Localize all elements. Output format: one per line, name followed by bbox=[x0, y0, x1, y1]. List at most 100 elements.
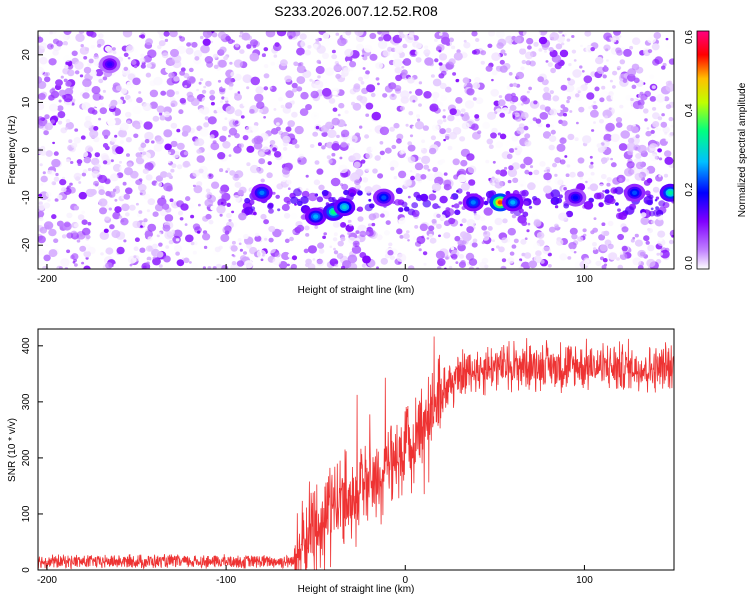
spectrogram-cell bbox=[361, 54, 365, 57]
spectrogram-cell bbox=[38, 248, 45, 256]
spectrogram-cell bbox=[468, 179, 476, 186]
y-tick-label: 300 bbox=[21, 393, 32, 410]
spectrogram-cell bbox=[434, 58, 439, 63]
spectrogram-cell bbox=[657, 116, 663, 121]
spectrogram-cell bbox=[102, 129, 111, 138]
spectrogram-cell bbox=[252, 44, 257, 49]
spectrogram-cell bbox=[480, 50, 487, 56]
spectrogram-cell bbox=[566, 164, 571, 168]
spectrogram-cell bbox=[554, 157, 562, 164]
spectrogram-cell bbox=[83, 156, 92, 164]
spectrogram-cell bbox=[158, 242, 163, 247]
spectrogram-cell bbox=[89, 129, 99, 139]
spectrogram-cell bbox=[152, 256, 156, 260]
spectrogram-cell bbox=[651, 85, 656, 89]
spectrogram-cell bbox=[38, 212, 43, 216]
spectrogram-cell bbox=[242, 101, 249, 107]
spectrogram-cell bbox=[664, 69, 670, 74]
spectrogram-cell bbox=[183, 151, 189, 156]
spectrogram-cell bbox=[374, 155, 381, 161]
spectrogram-cell bbox=[184, 85, 188, 88]
spectrogram-cell bbox=[620, 130, 630, 139]
spectrogram-cell bbox=[78, 191, 88, 200]
spectrogram-cell bbox=[528, 118, 534, 124]
spectrogram-cell bbox=[200, 44, 210, 54]
spectrogram-peak bbox=[510, 200, 516, 205]
spectrogram-cell bbox=[163, 129, 173, 138]
spectrogram-cell bbox=[296, 65, 306, 74]
spectrogram-cell bbox=[110, 173, 119, 182]
spectrogram-cell bbox=[528, 86, 532, 91]
spectrogram-cell bbox=[38, 36, 44, 43]
spectrogram-cell bbox=[331, 197, 336, 201]
spectrogram-cell bbox=[375, 62, 383, 70]
spectrogram-peak bbox=[341, 204, 347, 210]
spectrogram-cell bbox=[625, 94, 632, 101]
spectrogram-cell bbox=[414, 42, 422, 49]
spectrogram-cell bbox=[266, 172, 273, 179]
spectrogram-cell bbox=[309, 78, 313, 82]
spectrogram-cell bbox=[599, 119, 604, 124]
x-tick-label: 100 bbox=[576, 274, 593, 285]
spectrogram-peak bbox=[313, 214, 319, 219]
spectrogram-cell bbox=[615, 47, 622, 54]
spectrogram-cell bbox=[206, 61, 214, 68]
spectrogram-cell bbox=[219, 168, 224, 173]
spectrogram-cell bbox=[499, 112, 506, 118]
spectrogram-cell bbox=[445, 86, 452, 93]
spectrogram-cell bbox=[61, 45, 69, 51]
spectrogram-cell bbox=[299, 185, 307, 192]
colorbar-tick-label: 0.6 bbox=[684, 30, 695, 44]
spectrogram-cell bbox=[176, 95, 180, 98]
spectrogram-cell bbox=[73, 137, 81, 144]
spectrogram-cell bbox=[149, 101, 158, 109]
spectrogram-cell bbox=[592, 104, 598, 110]
spectrogram-cell bbox=[426, 173, 435, 181]
spectrogram-cell bbox=[658, 200, 666, 207]
spectrogram-cell bbox=[99, 107, 108, 115]
spectrogram-cell bbox=[201, 96, 211, 105]
spectrogram-cell bbox=[38, 204, 46, 211]
spectrogram-cell bbox=[647, 244, 655, 252]
spectrogram-cell bbox=[558, 224, 562, 228]
spectrogram-cell bbox=[176, 45, 187, 55]
spectrogram-cell bbox=[276, 183, 284, 190]
spectrogram-cell bbox=[52, 49, 59, 56]
spectrogram-cell bbox=[296, 47, 305, 56]
spectrogram-cell bbox=[114, 198, 118, 202]
spectrogram-cell bbox=[98, 78, 104, 84]
spectrogram-cell bbox=[497, 132, 502, 136]
spectrogram-cell bbox=[632, 37, 641, 45]
spectrogram-cell bbox=[452, 126, 462, 135]
spectrogram-cell bbox=[413, 212, 416, 215]
spectrogram-cell bbox=[577, 157, 585, 164]
spectrogram-cell bbox=[327, 159, 333, 164]
spectrogram-cell bbox=[307, 245, 317, 254]
spectrogram-cell bbox=[652, 186, 660, 193]
spectrogram-cell bbox=[56, 40, 63, 47]
spectrogram-cell bbox=[209, 89, 215, 95]
spectrogram-cell bbox=[135, 156, 145, 165]
colorbar-tick-label: 0.4 bbox=[684, 103, 695, 117]
spectrogram-cell bbox=[81, 172, 87, 177]
spectrogram-cell bbox=[100, 252, 104, 256]
spectrogram-cell bbox=[336, 134, 340, 139]
spectrogram-cell bbox=[466, 88, 475, 96]
spectrogram-cell bbox=[663, 173, 669, 178]
spectrogram-cell bbox=[582, 228, 587, 233]
spectrogram-cell bbox=[165, 66, 173, 74]
spectrogram-cell bbox=[462, 77, 470, 84]
spectrogram-cell bbox=[307, 32, 315, 40]
spectrogram-cell bbox=[517, 102, 522, 106]
spectrogram-cell bbox=[307, 45, 312, 49]
spectrogram-cell bbox=[178, 35, 182, 39]
spectrogram-cell bbox=[407, 239, 410, 242]
spectrogram-cell bbox=[475, 97, 484, 105]
spectrogram-cell bbox=[591, 129, 595, 132]
spectrogram-cell bbox=[641, 219, 648, 225]
spectrogram-cell bbox=[487, 43, 493, 48]
spectrogram-cell bbox=[347, 176, 350, 180]
spectrogram-cell bbox=[340, 141, 348, 148]
spectrogram-cell bbox=[238, 34, 242, 38]
spectrogram-cell bbox=[610, 37, 617, 43]
